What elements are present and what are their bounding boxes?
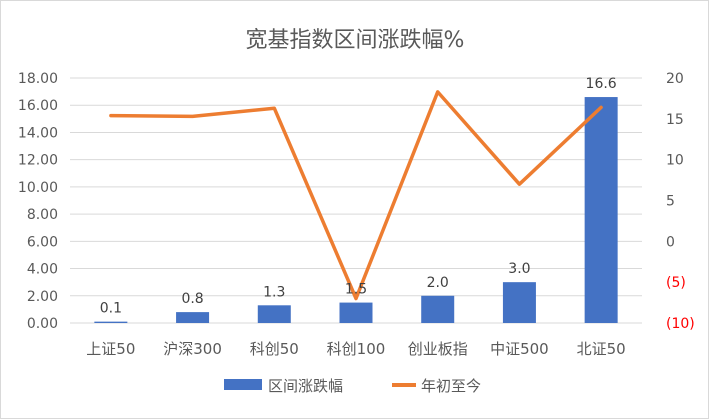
bar [421, 295, 455, 323]
category-label: 科创100 [327, 340, 386, 358]
line-point [600, 106, 602, 108]
bar [257, 305, 291, 323]
bar-data-label: 1.3 [263, 284, 285, 300]
left-tick-label: 18.00 [18, 71, 58, 87]
line-series [109, 90, 603, 301]
category-axis: 上证50 沪深300 科创50 科创100 创业板指 中证500 北证50 [86, 340, 625, 358]
category-label: 上证50 [86, 340, 135, 358]
line-point [437, 91, 439, 93]
legend: 区间涨跌幅 年初至今 [224, 377, 481, 395]
right-tick-label: (5) [666, 275, 686, 291]
category-label: 创业板指 [408, 340, 468, 358]
line-point [518, 183, 520, 185]
line-point [273, 107, 275, 109]
left-tick-label: 4.00 [27, 262, 58, 278]
left-tick-label: 6.00 [27, 234, 58, 250]
left-tick-label: 0.00 [27, 316, 58, 332]
category-label: 沪深300 [163, 340, 222, 358]
bar-data-label: 3.0 [508, 261, 530, 277]
left-tick-label: 14.00 [18, 125, 58, 141]
bar [584, 97, 618, 323]
chart-title: 宽基指数区间涨跌幅% [246, 28, 465, 53]
bar-data-label: 2.0 [427, 275, 449, 291]
bar [176, 312, 210, 323]
left-tick-label: 10.00 [18, 180, 58, 196]
bar-data-label: 0.1 [100, 301, 122, 317]
left-tick-label: 16.00 [18, 98, 58, 114]
legend-label-bar: 区间涨跌幅 [268, 377, 343, 395]
line-point [355, 298, 357, 299]
category-label: 科创50 [250, 340, 299, 358]
category-label: 北证50 [577, 340, 626, 358]
right-axis: 20 15 10 5 0 (5) (10) [666, 71, 695, 332]
right-tick-label: (10) [666, 316, 695, 332]
left-axis: 0.00 2.00 4.00 6.00 8.00 10.00 12.00 14.00 16.00… [18, 71, 58, 332]
bar [502, 282, 536, 323]
left-tick-label: 8.00 [27, 207, 58, 223]
data-labels: 0.1 0.8 1.3 1.5 2.0 3.0 16.6 [100, 76, 617, 317]
legend-swatch-bar [224, 379, 262, 390]
left-tick-label: 2.00 [27, 289, 58, 305]
category-label: 中证500 [490, 340, 549, 358]
bar-series [94, 97, 618, 323]
right-tick-label: 10 [666, 153, 684, 169]
right-tick-label: 0 [666, 234, 675, 250]
legend-label-line: 年初至今 [421, 377, 481, 395]
bar [94, 321, 128, 323]
left-tick-label: 12.00 [18, 153, 58, 169]
bar-data-label: 16.6 [586, 76, 617, 92]
line-point [192, 115, 194, 117]
bar-data-label: 0.8 [181, 291, 203, 307]
bar-data-label: 1.5 [345, 282, 367, 298]
bar [339, 302, 373, 323]
right-tick-label: 5 [666, 194, 675, 210]
right-tick-label: 15 [666, 112, 684, 128]
right-tick-label: 20 [666, 71, 684, 87]
line-point [110, 115, 112, 117]
